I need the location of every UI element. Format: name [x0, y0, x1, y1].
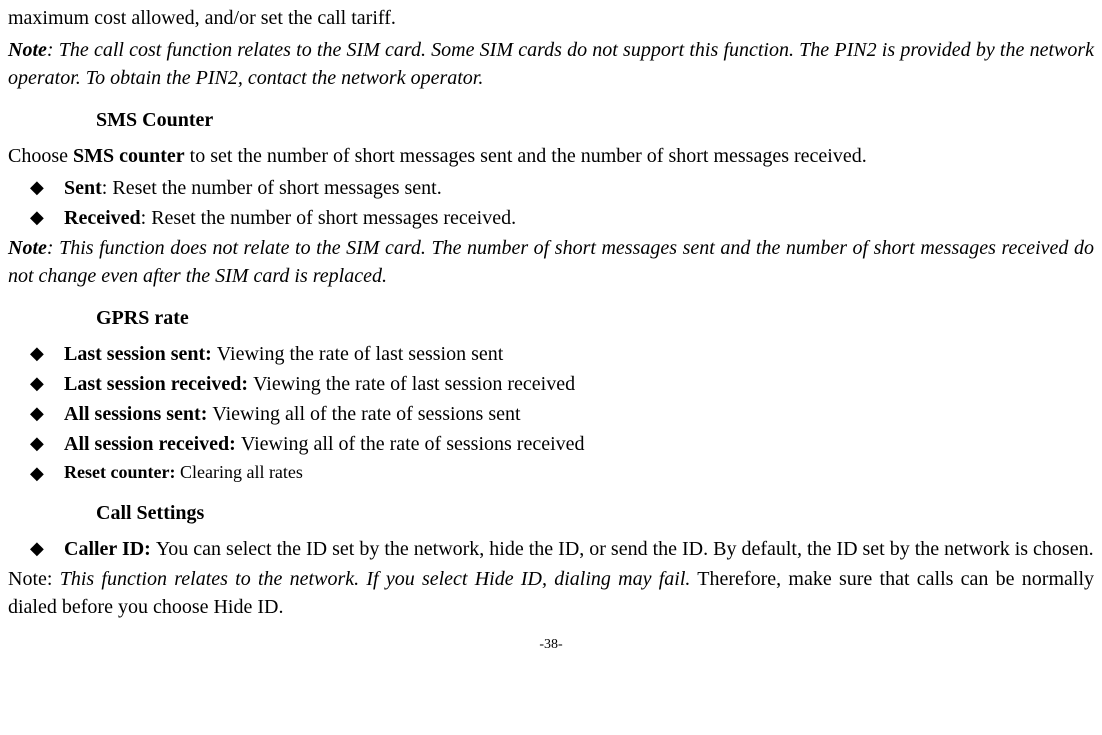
sms-list: Sent: Reset the number of short messages…	[8, 174, 1094, 232]
heading-sms-counter: SMS Counter	[96, 106, 1094, 134]
list-item-label: Caller ID:	[64, 538, 156, 560]
call-list: Caller ID: You can select the ID set by …	[8, 535, 1094, 563]
list-item-desc: Viewing the rate of last session receive…	[253, 373, 575, 395]
sms-intro-pre: Choose	[8, 145, 73, 167]
heading-gprs-rate: GPRS rate	[96, 304, 1094, 332]
list-item-label: Received	[64, 207, 141, 229]
sms-intro-bold: SMS counter	[73, 145, 185, 167]
list-item-label: Sent	[64, 177, 102, 199]
list-item: All sessions sent: Viewing all of the ra…	[8, 400, 1094, 428]
list-item-desc: Viewing the rate of last session sent	[217, 343, 504, 365]
list-item-desc: You can select the ID set by the network…	[156, 538, 1094, 560]
list-item: Caller ID: You can select the ID set by …	[8, 535, 1094, 563]
sms-intro: Choose SMS counter to set the number of …	[8, 142, 1094, 170]
note-3-italic: This function relates to the network. If…	[60, 568, 691, 590]
note-1-label: Note	[8, 39, 47, 61]
list-item-label: Reset counter:	[64, 462, 180, 482]
note-2-label: Note	[8, 237, 47, 259]
list-item: Sent: Reset the number of short messages…	[8, 174, 1094, 202]
list-item-desc: Viewing all of the rate of sessions rece…	[241, 433, 585, 455]
note-2: Note: This function does not relate to t…	[8, 234, 1094, 290]
list-item: All session received: Viewing all of the…	[8, 430, 1094, 458]
note-1-text: : The call cost function relates to the …	[8, 39, 1094, 89]
note-3: Note: This function relates to the netwo…	[8, 565, 1094, 621]
list-item-label: All session received:	[64, 433, 241, 455]
note-2-text: : This function does not relate to the S…	[8, 237, 1094, 287]
list-item-label: All sessions sent:	[64, 403, 212, 425]
intro-fragment: maximum cost allowed, and/or set the cal…	[8, 4, 1094, 32]
list-item-desc: Clearing all rates	[180, 462, 303, 482]
list-item: Reset counter: Clearing all rates	[8, 460, 1094, 485]
note-1: Note: The call cost function relates to …	[8, 36, 1094, 92]
list-item-desc: : Reset the number of short messages rec…	[141, 207, 516, 229]
list-item: Received: Reset the number of short mess…	[8, 204, 1094, 232]
list-item: Last session sent: Viewing the rate of l…	[8, 340, 1094, 368]
heading-call-settings: Call Settings	[96, 499, 1094, 527]
list-item-label: Last session received:	[64, 373, 253, 395]
list-item: Last session received: Viewing the rate …	[8, 370, 1094, 398]
note-3-pre: Note:	[8, 568, 60, 590]
page-number: -38-	[8, 635, 1094, 655]
gprs-list: Last session sent: Viewing the rate of l…	[8, 340, 1094, 485]
list-item-desc: : Reset the number of short messages sen…	[102, 177, 442, 199]
list-item-label: Last session sent:	[64, 343, 217, 365]
list-item-desc: Viewing all of the rate of sessions sent	[212, 403, 520, 425]
sms-intro-post: to set the number of short messages sent…	[185, 145, 867, 167]
